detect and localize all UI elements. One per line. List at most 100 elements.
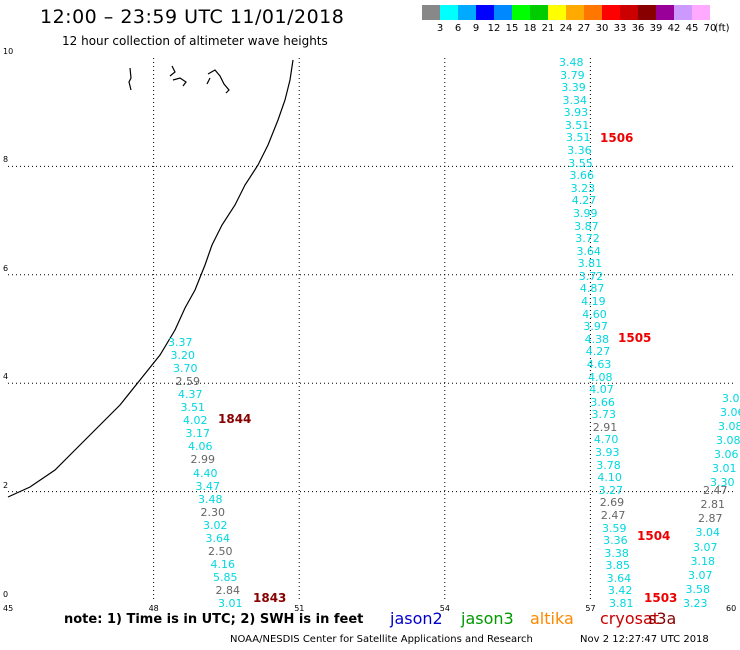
legend-swatch xyxy=(440,5,458,20)
satellite-label-jason2: jason2 xyxy=(390,609,443,628)
x-tick-label: 51 xyxy=(294,604,305,613)
wave-height-value: 2.81 xyxy=(700,498,726,512)
wave-height-value: 3.48 xyxy=(559,56,584,69)
legend-level-label: 39 xyxy=(649,23,663,34)
footer-credit: NOAA/NESDIS Center for Satellite Applica… xyxy=(230,634,533,645)
track-time-label: 1504 xyxy=(637,529,671,543)
wave-height-value: 3.27 xyxy=(598,483,624,497)
legend-swatch xyxy=(620,5,638,20)
wave-height-value: 3.64 xyxy=(576,244,601,258)
wave-height-value: 3.04 xyxy=(722,392,740,405)
y-tick-label: 8 xyxy=(3,155,9,165)
wave-height-value: 3.06 xyxy=(714,448,739,461)
wave-height-value: 3.59 xyxy=(602,521,627,535)
wave-height-value: 3.78 xyxy=(596,458,621,472)
wave-height-value: 3.64 xyxy=(205,531,231,545)
wave-height-value: 3.51 xyxy=(565,131,591,145)
legend-swatch xyxy=(710,5,728,20)
wave-height-value: 3.01 xyxy=(712,462,737,475)
coastline xyxy=(7,59,294,498)
wave-height-value: 2.59 xyxy=(175,375,201,389)
satellite-label-altika: altika xyxy=(530,609,574,628)
wave-height-value: 3.06 xyxy=(720,406,740,419)
legend-level-label: 3 xyxy=(436,23,444,34)
wave-height-value: 3.55 xyxy=(568,156,593,170)
legend-level-label: 36 xyxy=(631,23,645,34)
wave-height-value: 3.66 xyxy=(569,169,594,183)
wave-height-value: 3.42 xyxy=(607,584,633,598)
wave-height-value: 3.70 xyxy=(173,362,198,376)
legend-swatch xyxy=(548,5,566,20)
wave-height-value: 3.02 xyxy=(203,518,228,532)
legend-swatch xyxy=(530,5,548,20)
wave-height-value: 3.36 xyxy=(567,144,592,158)
color-legend: 3 6 9 12 15 18 21 24 27 30 33 36 39 42 45 70 (ft) xyxy=(422,5,730,35)
wave-height-value: 3.39 xyxy=(561,81,586,95)
wave-height-value: 3.18 xyxy=(690,554,716,568)
legend-level-label: 70 xyxy=(703,23,717,34)
wave-height-value: 3.20 xyxy=(170,349,196,363)
wave-height-value: 2.30 xyxy=(200,505,226,519)
wave-height-value: 3.37 xyxy=(168,336,193,349)
wave-height-value: 3.01 xyxy=(218,597,243,610)
wave-height-value: 3.66 xyxy=(590,395,615,409)
wave-height-value: 5.85 xyxy=(213,570,238,584)
wave-height-value: 4.38 xyxy=(584,332,610,346)
wave-height-value: 3.99 xyxy=(572,206,598,220)
wave-height-value: 4.07 xyxy=(589,383,614,397)
legend-level-label: 30 xyxy=(595,23,609,34)
x-tick-label: 57 xyxy=(585,604,596,613)
legend-swatch xyxy=(656,5,674,20)
legend-swatch xyxy=(566,5,584,20)
wave-height-value: 2.50 xyxy=(208,544,233,558)
x-tick-label: 45 xyxy=(3,604,14,613)
wave-height-value: 3.97 xyxy=(583,320,608,334)
wave-height-value: 4.27 xyxy=(571,194,597,208)
legend-swatch xyxy=(512,5,530,20)
satellite-label-cryosat: cryosat xyxy=(600,609,660,628)
wave-height-value: 4.63 xyxy=(586,357,612,371)
y-tick-label: 6 xyxy=(3,263,9,273)
wave-height-value: 4.10 xyxy=(597,471,622,485)
wave-height-value: 4.06 xyxy=(188,440,213,454)
wave-height-value: 2.99 xyxy=(190,453,216,467)
wave-height-value: 3.47 xyxy=(195,479,221,493)
wave-height-value: 3.23 xyxy=(683,597,708,610)
track-time-label: 1843 xyxy=(253,591,287,605)
y-tick-label: 4 xyxy=(3,372,9,382)
wave-height-value: 3.73 xyxy=(591,408,617,422)
wave-height-value: 4.37 xyxy=(178,388,203,402)
track-time-label: 1844 xyxy=(218,412,252,426)
x-tick-label: 54 xyxy=(439,604,450,613)
legend-swatch xyxy=(692,5,710,20)
wave-height-value: 3.38 xyxy=(604,546,629,560)
island xyxy=(169,65,187,87)
y-tick-label: 2 xyxy=(3,480,9,490)
chart-subtitle: 12 hour collection of altimeter wave hei… xyxy=(62,34,328,48)
wave-height-value: 3.36 xyxy=(603,534,628,548)
legend-level-label: 21 xyxy=(541,23,555,34)
legend-swatch xyxy=(476,5,494,20)
x-tick-label: 48 xyxy=(148,604,159,613)
wave-height-value: 4.70 xyxy=(593,433,619,447)
wave-height-value: 4.60 xyxy=(582,307,607,321)
wave-height-value: 3.87 xyxy=(574,219,599,233)
wave-height-value: 3.08 xyxy=(718,420,740,433)
legend-level-label: 33 xyxy=(613,23,627,34)
y-tick-label: 10 xyxy=(3,47,14,56)
wave-height-value: 2.91 xyxy=(592,420,618,434)
wave-height-value: 3.64 xyxy=(606,571,632,585)
wave-height-value: 3.30 xyxy=(710,476,735,489)
legend-level-label: 24 xyxy=(559,23,573,34)
wave-height-value: 3.93 xyxy=(595,446,620,460)
track-time-label: 1503 xyxy=(644,591,678,605)
wave-height-value: 2.69 xyxy=(599,496,625,510)
wave-height-value: 4.87 xyxy=(579,282,605,296)
legend-level-label: 15 xyxy=(505,23,519,34)
satellite-label-s3a: s3a xyxy=(648,609,677,628)
wave-height-value: 3.04 xyxy=(695,526,721,540)
legend-level-label: 12 xyxy=(487,23,501,34)
wave-height-value: 3.58 xyxy=(685,582,711,596)
legend-level-label: 6 xyxy=(454,23,462,34)
legend-swatch xyxy=(674,5,692,20)
